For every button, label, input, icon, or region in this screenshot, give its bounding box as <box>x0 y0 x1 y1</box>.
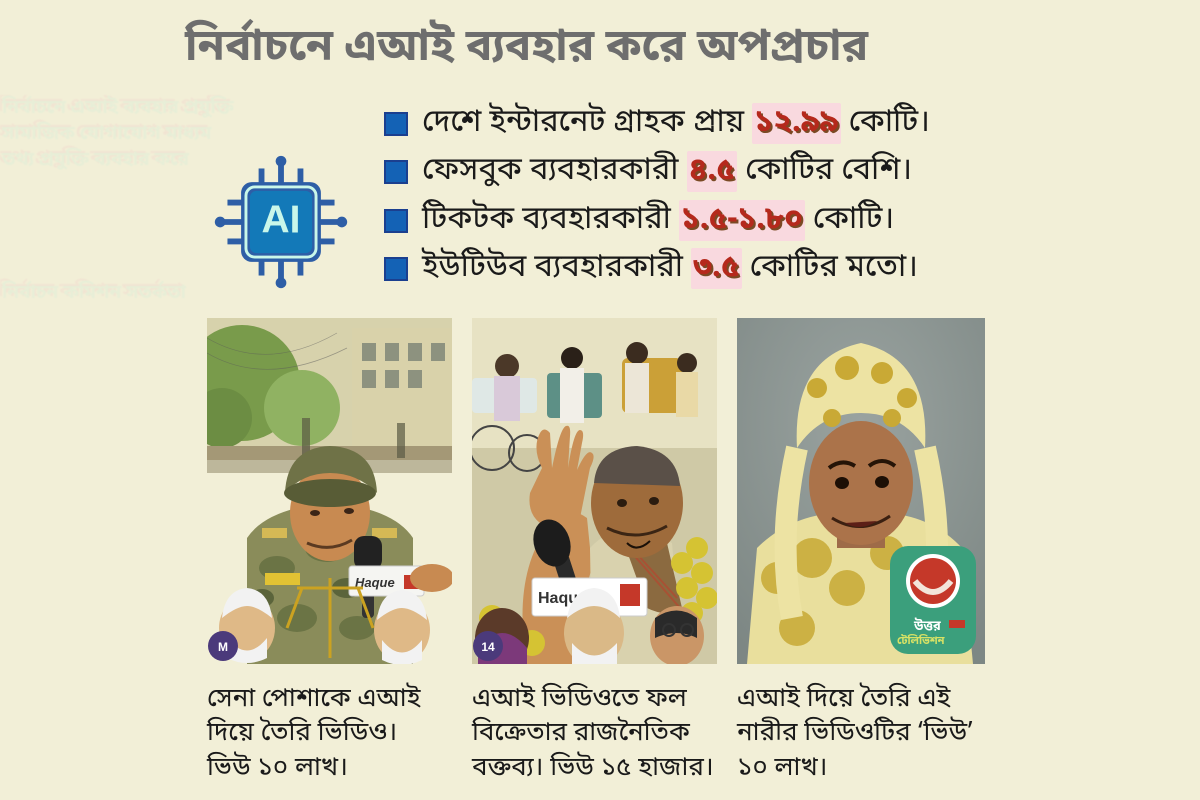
svg-text:14: 14 <box>481 640 495 654</box>
svg-text:AI: AI <box>262 199 301 242</box>
svg-text:টেলিভিশন: টেলিভিশন <box>897 634 945 649</box>
svg-text:M: M <box>218 640 228 654</box>
svg-text:উত্তর: উত্তর <box>913 618 941 636</box>
